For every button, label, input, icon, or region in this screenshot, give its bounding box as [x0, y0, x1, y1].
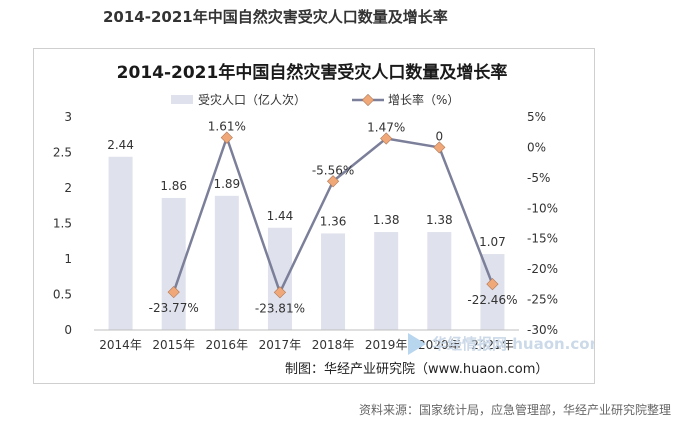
watermark-logo [408, 333, 426, 355]
growth-value-label: -23.77% [149, 301, 199, 315]
bar-value-label: 1.44 [267, 209, 294, 223]
growth-marker [486, 278, 499, 291]
growth-value-label: -5.56% [312, 163, 354, 177]
bar [161, 197, 186, 330]
bar-value-label: 2.44 [107, 138, 134, 152]
growth-marker [273, 286, 287, 299]
x-tick-label: 2014年 [99, 338, 142, 352]
legend: 受灾人口（亿人次） 增长率（%） [171, 92, 459, 107]
y-right-tick-label: 0% [527, 140, 546, 154]
bar [321, 233, 346, 330]
y-left-tick-label: 1 [64, 252, 72, 266]
source-note: 资料来源：国家统计局，应急管理部，华经产业研究院整理 [358, 403, 671, 417]
legend-line-marker [361, 93, 375, 107]
y-left-tick-label: 3 [64, 110, 72, 124]
y-right-tick-label: -20% [527, 262, 558, 276]
growth-marker [220, 131, 233, 144]
y-right-tick-label: -30% [527, 323, 558, 337]
bar [374, 232, 399, 330]
x-tick-label: 2016年 [206, 338, 249, 352]
line-series [167, 131, 499, 299]
watermark: 华经情报网 huaon.com [408, 333, 605, 355]
growth-value-label: -23.81% [255, 301, 305, 315]
growth-marker [326, 175, 340, 188]
growth-value-label: 1.61% [208, 120, 246, 134]
y-right-tick-label: -5% [527, 171, 550, 185]
bar [427, 232, 452, 330]
legend-bar-swatch [171, 95, 193, 104]
bar-data-labels: 2.44 1.86 1.89 1.44 1.36 1.38 1.38 1.07 [107, 138, 506, 249]
bar-series [108, 156, 505, 330]
bar-value-label: 1.07 [479, 235, 506, 249]
legend-bar-label: 受灾人口（亿人次） [198, 92, 306, 107]
y-left-tick-label: 0.5 [53, 288, 72, 302]
y-left-tick-label: 2 [64, 181, 72, 195]
growth-marker [167, 286, 180, 299]
chart-frame: 2014-2021年中国自然灾害受灾人口数量及增长率 受灾人口（亿人次） 增长率… [33, 48, 605, 384]
combo-chart: 2014-2021年中国自然灾害受灾人口数量及增长率 受灾人口（亿人次） 增长率… [53, 62, 605, 377]
y-axis-right: -30% -25% -20% -15% -10% -5% 0% 5% [527, 110, 558, 337]
x-tick-label: 2017年 [259, 338, 302, 352]
y-left-tick-label: 1.5 [53, 217, 72, 231]
growth-value-label: 1.47% [367, 120, 405, 134]
x-tick-label: 2019年 [365, 338, 408, 352]
bar-value-label: 1.36 [320, 214, 347, 228]
bar-value-label: 1.89 [213, 177, 240, 191]
y-right-tick-label: -15% [527, 232, 558, 246]
growth-value-label: -22.46% [467, 293, 517, 307]
y-axis-left: 0 0.5 1 1.5 2 2.5 3 [53, 110, 72, 337]
x-tick-label: 2021年 [471, 338, 514, 352]
chart-credit: 制图：华经产业研究院（www.huaon.com） [285, 362, 548, 377]
watermark-text: 华经情报网 huaon.com [432, 335, 594, 353]
y-right-tick-label: -10% [527, 201, 558, 215]
bar-value-label: 1.38 [373, 213, 400, 227]
page-heading: 2014-2021年中国自然灾害受灾人口数量及增长率 [103, 8, 448, 26]
x-tick-label: 2020年 [418, 338, 461, 352]
bar [214, 195, 239, 330]
bar-value-label: 1.38 [426, 213, 453, 227]
y-left-tick-label: 2.5 [53, 146, 72, 160]
growth-marker [433, 141, 446, 154]
line-data-labels: -23.77% 1.61% -23.81% -5.56% 1.47% 0 -22.46% [149, 120, 518, 316]
legend-line-label: 增长率（%） [388, 92, 459, 107]
growth-marker [380, 132, 393, 145]
y-left-tick-label: 0 [64, 323, 72, 337]
bar [108, 156, 133, 330]
x-axis: 2014年 2015年 2016年 2017年 2018年 2019年 2020年 2021年 [99, 338, 513, 352]
y-right-tick-label: 5% [527, 110, 546, 124]
x-tick-label: 2015年 [152, 338, 195, 352]
chart-title: 2014-2021年中国自然灾害受灾人口数量及增长率 [117, 62, 508, 83]
growth-value-label: 0 [435, 129, 443, 143]
x-tick-label: 2018年 [312, 338, 355, 352]
bar-value-label: 1.86 [160, 179, 187, 193]
bar [267, 227, 292, 330]
y-right-tick-label: -25% [527, 293, 558, 307]
